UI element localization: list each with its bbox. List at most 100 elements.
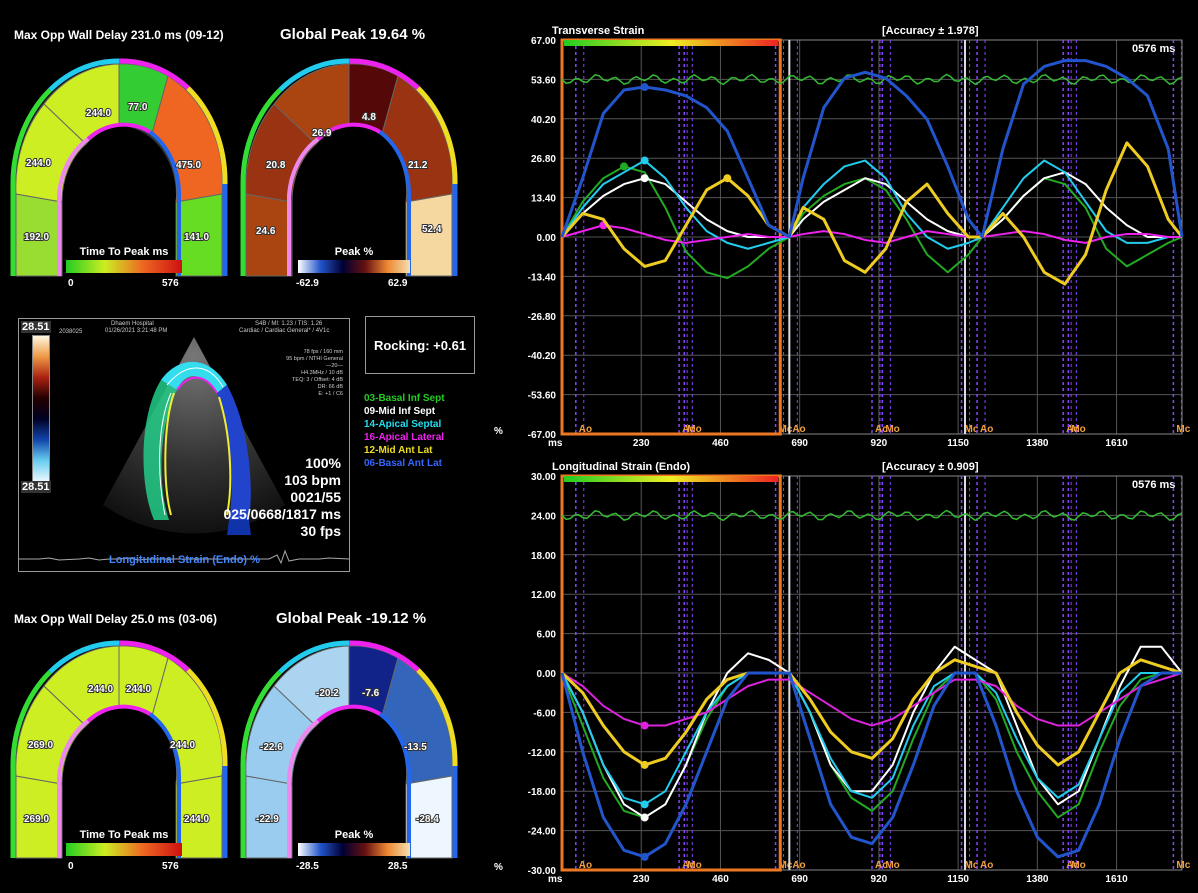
y-tick-label: -13.40 bbox=[528, 272, 557, 283]
y-tick-label: 12.00 bbox=[531, 590, 556, 601]
echo-bpm: 103 bpm bbox=[284, 472, 341, 488]
event-label: Mo bbox=[687, 860, 701, 871]
chart-accuracy: [Accuracy ± 1.978] bbox=[882, 25, 979, 37]
ttp-min-bottom: 0 bbox=[68, 861, 74, 872]
event-label: Mc bbox=[779, 860, 793, 871]
y-tick-label: -12.00 bbox=[528, 748, 557, 759]
series-line bbox=[561, 159, 1182, 250]
legend-item: 16-Apical Lateral bbox=[364, 432, 445, 443]
x-tick-label: 230 bbox=[633, 438, 650, 449]
peak-max-bottom: 28.5 bbox=[388, 861, 408, 872]
bottom-peak-map[interactable]: -22.9 -22.6 -20.2 -7.6 -13.5 -28.4 bbox=[238, 626, 468, 866]
seg-basal-right[interactable] bbox=[405, 775, 453, 859]
rocking-box: Rocking: +0.61 bbox=[365, 316, 475, 374]
event-label: Mo bbox=[885, 424, 899, 435]
ttp-val-2: 244.0 bbox=[86, 108, 111, 119]
chart-accuracy: [Accuracy ± 0.909] bbox=[882, 461, 979, 473]
x-tick-label: 230 bbox=[633, 874, 650, 885]
peak-marker bbox=[640, 83, 649, 92]
echo-param: 78 fps / 160 mm bbox=[303, 349, 343, 355]
peak-val-0: -22.9 bbox=[256, 814, 279, 825]
y-tick-label: -53.60 bbox=[528, 391, 557, 402]
echo-param: H4.3MHz / 10 dB bbox=[301, 370, 343, 376]
x-tick-label: 1380 bbox=[1026, 874, 1049, 885]
ecg-line bbox=[561, 509, 1183, 522]
x-tick-label: 460 bbox=[712, 438, 729, 449]
x-tick-label: 1150 bbox=[947, 438, 969, 449]
ttp-val-5: 141.0 bbox=[184, 232, 209, 243]
event-label: Mc bbox=[1176, 424, 1190, 435]
peak-marker bbox=[640, 800, 649, 809]
x-axis-label: ms bbox=[548, 874, 563, 885]
peak-marker bbox=[640, 156, 649, 165]
seg-basal-right[interactable] bbox=[175, 193, 223, 277]
peak-val-3: 4.8 bbox=[362, 112, 376, 123]
series-line bbox=[561, 224, 1182, 244]
peak-marker bbox=[640, 721, 649, 730]
ttp-val-3: 244.0 bbox=[126, 684, 151, 695]
echo-hospital: Dhaem Hospital bbox=[111, 321, 154, 327]
peak-marker bbox=[640, 852, 649, 861]
event-label: Ac bbox=[682, 860, 695, 871]
seg-mid-right[interactable] bbox=[381, 657, 453, 785]
x-axis-label: ms bbox=[548, 438, 563, 449]
y-tick-label: -67.00 bbox=[528, 430, 557, 441]
peak-bar-title-top: Peak % bbox=[334, 246, 374, 258]
event-label: Ao bbox=[792, 424, 805, 435]
echo-zoom: 100% bbox=[305, 455, 341, 471]
ecg-line bbox=[561, 73, 1183, 86]
legend-item: 12-Mid Ant Lat bbox=[364, 445, 433, 456]
seg-mid-right[interactable] bbox=[151, 657, 223, 785]
legend-item: 14-Apical Septal bbox=[364, 419, 442, 430]
series-line bbox=[561, 165, 1183, 280]
event-label: Mc bbox=[1176, 860, 1190, 871]
event-label: Mo bbox=[885, 860, 899, 871]
longitudinal-strain-chart[interactable]: Longitudinal Strain (Endo) [Accuracy ± 0.… bbox=[492, 458, 1198, 893]
bottom-global-peak: Global Peak -19.12 % bbox=[276, 610, 427, 627]
event-label: Mc bbox=[965, 860, 979, 871]
peak-bar-title-bottom: Peak % bbox=[334, 829, 374, 841]
event-label: Ac bbox=[1066, 424, 1079, 435]
y-tick-label: -30.00 bbox=[528, 866, 557, 877]
legend-item: 03-Basal Inf Sept bbox=[364, 393, 445, 404]
bottom-ttp-map[interactable]: 269.0 269.0 244.0 244.0 244.0 244.0 bbox=[8, 626, 230, 866]
seg-basal-right[interactable] bbox=[405, 193, 453, 277]
event-label: Ac bbox=[875, 424, 888, 435]
x-tick-label: 1380 bbox=[1026, 438, 1049, 449]
x-tick-label: 920 bbox=[871, 438, 888, 449]
echo-id: 2038025 bbox=[59, 329, 83, 335]
seg-mid-right[interactable] bbox=[381, 75, 453, 203]
y-tick-label: -40.20 bbox=[528, 351, 557, 362]
y-tick-label: 6.00 bbox=[537, 630, 557, 641]
ttp-val-3: 77.0 bbox=[128, 102, 148, 113]
x-tick-label: 1150 bbox=[947, 874, 969, 885]
series-line bbox=[560, 59, 1184, 239]
peak-marker bbox=[640, 813, 649, 822]
y-tick-label: 24.00 bbox=[531, 511, 556, 522]
echo-param: —20— bbox=[325, 363, 343, 369]
echo-params: 78 fps / 160 mm 95 bpm / NTHI General —2… bbox=[271, 349, 343, 398]
ttp-val-2: 244.0 bbox=[88, 684, 113, 695]
selection-gradient bbox=[564, 40, 779, 46]
echo-timing: 025/0668/1817 ms bbox=[223, 506, 341, 522]
top-peak-map[interactable]: 24.6 20.8 26.9 4.8 21.2 52.4 bbox=[238, 44, 468, 284]
y-tick-label: 18.00 bbox=[531, 551, 556, 562]
peak-val-4: 21.2 bbox=[408, 160, 428, 171]
segment-legend: 03-Basal Inf Sept 09-Mid Inf Sept 14-Api… bbox=[364, 392, 445, 470]
echo-param: DR: 66 dB bbox=[317, 384, 343, 390]
peak-val-1: 20.8 bbox=[266, 160, 286, 171]
seg-mid-right[interactable] bbox=[151, 75, 223, 203]
echo-image-panel[interactable]: 28.51 28.51 2038025 Dhaem Hospital 01/26… bbox=[18, 318, 350, 572]
event-label: Ao bbox=[579, 424, 592, 435]
chart-time-label: 0576 ms bbox=[1132, 479, 1175, 491]
transverse-strain-chart[interactable]: Transverse Strain [Accuracy ± 1.978] 0576 … bbox=[492, 22, 1198, 458]
y-tick-label: -24.00 bbox=[528, 827, 557, 838]
peak-val-5: 52.4 bbox=[422, 224, 442, 235]
seg-basal-right[interactable] bbox=[175, 775, 223, 859]
y-tick-label: 67.00 bbox=[531, 36, 556, 47]
series-line bbox=[561, 645, 1183, 819]
echo-param: E: +1 / C6 bbox=[318, 391, 343, 397]
event-label: Mc bbox=[965, 424, 979, 435]
top-ttp-map[interactable]: 192.0 244.0 244.0 77.0 475.0 141.0 bbox=[8, 44, 230, 284]
echo-frame: 0021/55 bbox=[290, 489, 341, 505]
